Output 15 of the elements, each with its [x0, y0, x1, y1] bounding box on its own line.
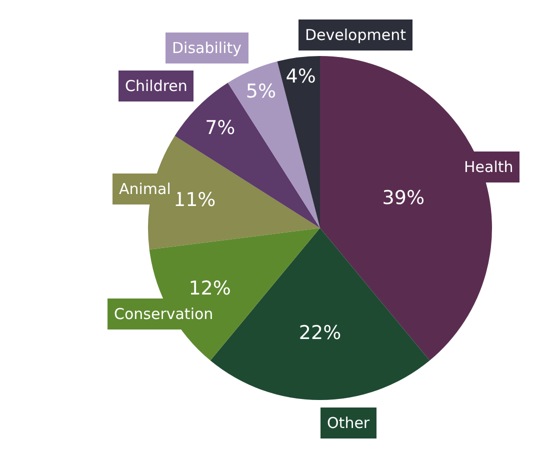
slice-label: Other — [327, 414, 370, 432]
slice-label: Conservation — [114, 305, 214, 323]
data-label: 5% — [246, 80, 276, 102]
slice-label: Development — [305, 26, 406, 44]
slice-label: Animal — [119, 180, 171, 198]
slice-label: Children — [125, 77, 188, 95]
data-label: 4% — [286, 65, 316, 88]
data-label: 11% — [174, 188, 216, 211]
data-label: 22% — [298, 322, 342, 344]
data-label: 39% — [382, 186, 424, 209]
data-label: 12% — [188, 278, 231, 300]
slice-label: Disability — [172, 39, 242, 57]
data-label: 7% — [205, 117, 236, 140]
pie-slice — [277, 56, 320, 228]
slice-label: Health — [464, 158, 514, 176]
